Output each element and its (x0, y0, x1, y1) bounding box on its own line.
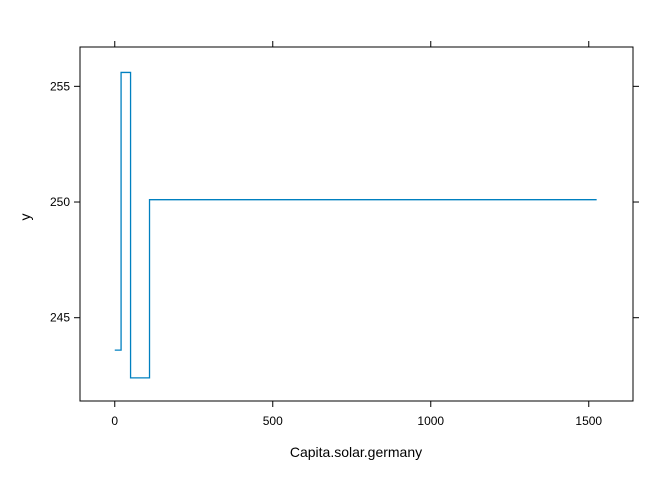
y-tick-label: 255 (50, 79, 70, 93)
series-layer (114, 71, 597, 379)
x-axis: 0 500 1000 1500 (111, 41, 602, 428)
plot-frame (79, 46, 634, 402)
x-tick-label: 1500 (575, 414, 602, 428)
y-axis-label: y (17, 214, 33, 221)
series-line-1 (114, 71, 597, 379)
x-tick-label: 0 (111, 414, 118, 428)
y-tick-label: 250 (50, 195, 70, 209)
x-tick-label: 500 (263, 414, 283, 428)
y-axis: 245 250 255 (50, 79, 639, 325)
x-tick-label: 1000 (417, 414, 444, 428)
y-tick-label: 245 (50, 311, 70, 325)
x-axis-label: Capita.solar.germany (290, 444, 422, 460)
